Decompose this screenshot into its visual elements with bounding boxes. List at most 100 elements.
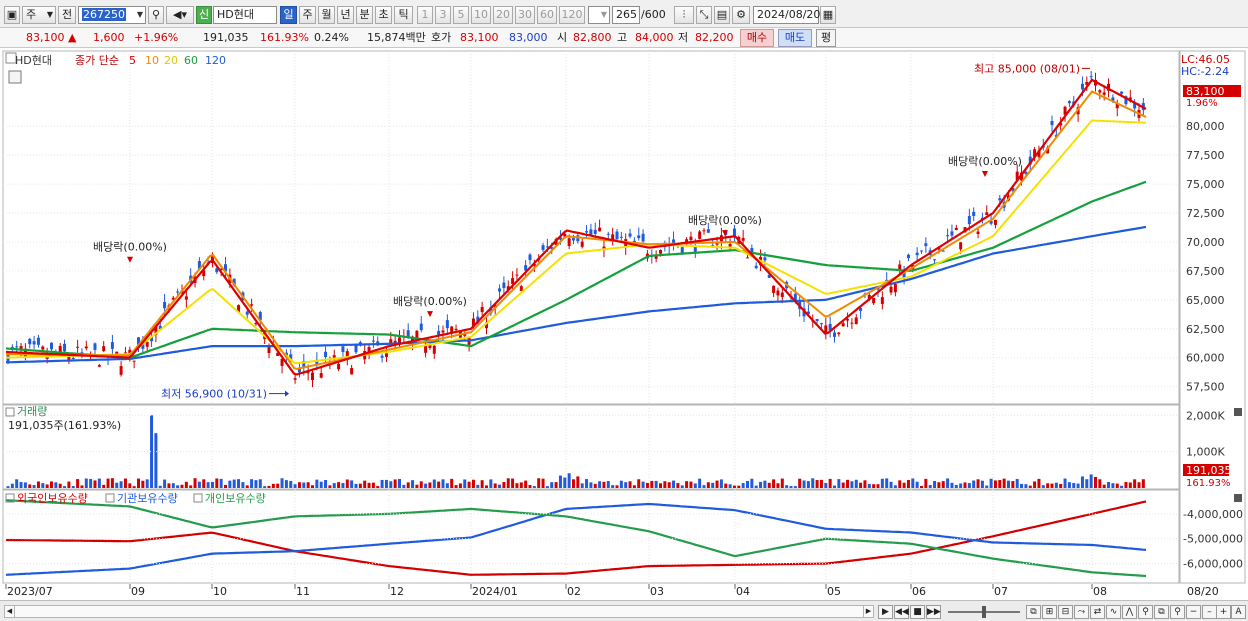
gear-icon[interactable]: ⚙ bbox=[732, 6, 750, 24]
stop-icon[interactable]: ■ bbox=[910, 605, 925, 619]
minimize-icon[interactable]: – bbox=[1202, 605, 1217, 619]
candle-body bbox=[515, 274, 519, 276]
volume-bar bbox=[915, 481, 919, 488]
candle-body bbox=[6, 355, 10, 363]
search-icon[interactable]: ⚲ bbox=[1170, 605, 1185, 619]
tab-monthly[interactable]: 월 bbox=[318, 6, 335, 24]
holding-close-icon[interactable] bbox=[1234, 494, 1242, 502]
draw-tool-icon[interactable]: ⤡ bbox=[696, 6, 712, 24]
hc-value: HC:-2.24 bbox=[1181, 65, 1229, 78]
volume-close-icon[interactable] bbox=[1234, 408, 1242, 416]
tab-daily[interactable]: 일 bbox=[280, 6, 297, 24]
minute-60[interactable]: 60 bbox=[537, 6, 557, 24]
minute-120[interactable]: 120 bbox=[559, 6, 585, 24]
chart-area[interactable]: 57,500 60,000 62,500 65,000 67,500 70,000 72,5… bbox=[0, 48, 1248, 600]
scroll-left-icon[interactable]: ◀ bbox=[5, 606, 15, 617]
search-icon[interactable]: ⚲ bbox=[148, 6, 164, 24]
holding-panel[interactable] bbox=[2, 489, 1180, 584]
volume-bar bbox=[1015, 478, 1019, 488]
low-price: 82,200 bbox=[695, 31, 734, 44]
font-size-icon[interactable]: A bbox=[1231, 605, 1246, 619]
code-input[interactable]: 267250 ▼ bbox=[78, 6, 146, 24]
annotation-label: 배당락(0.00%) bbox=[93, 241, 167, 254]
fast-forward-icon[interactable]: ▶▶ bbox=[926, 605, 941, 619]
minute-30[interactable]: 30 bbox=[515, 6, 535, 24]
window-icon[interactable]: ▣ bbox=[4, 6, 20, 24]
candle-body bbox=[950, 231, 954, 236]
bottom-toolbar: ◀ ▶ ▶ ◀◀ ■ ▶▶ ⧉ ⊞ ⊟ ⤳ ⇄ ∿ ⋀ ⚲ ⧉ ⚲ − – + … bbox=[0, 600, 1248, 621]
tab-second[interactable]: 초 bbox=[375, 6, 392, 24]
speaker-icon[interactable]: ◀▾ bbox=[166, 6, 194, 24]
candle-body bbox=[63, 343, 67, 352]
layout-icon[interactable]: ⧉ bbox=[1026, 605, 1041, 619]
volume-bar bbox=[15, 479, 19, 488]
scroll-right-icon[interactable]: ▶ bbox=[863, 606, 873, 617]
minute-3[interactable]: 3 bbox=[435, 6, 451, 24]
candle-body bbox=[998, 198, 1002, 201]
candle-body bbox=[628, 233, 632, 237]
layout-2-icon[interactable]: ⊞ bbox=[1042, 605, 1057, 619]
zoom-in-icon[interactable]: + bbox=[1216, 605, 1231, 619]
candle-body bbox=[306, 372, 310, 374]
volume-bar bbox=[872, 484, 876, 488]
volume-bar bbox=[1054, 482, 1058, 488]
code-input-value: 267250 bbox=[82, 8, 126, 21]
tab-tick[interactable]: 틱 bbox=[394, 6, 413, 24]
candle-body bbox=[611, 234, 615, 240]
layout-3-icon[interactable]: ⊟ bbox=[1058, 605, 1073, 619]
play-icon[interactable]: ▶ bbox=[878, 605, 893, 619]
candle-body bbox=[689, 236, 693, 241]
trend-icon[interactable]: ⤳ bbox=[1074, 605, 1089, 619]
xaxis-label: 2023/07 bbox=[7, 585, 53, 598]
candle-body bbox=[1033, 149, 1037, 158]
indicator-icon[interactable]: ∿ bbox=[1106, 605, 1121, 619]
tab-weekly[interactable]: 주 bbox=[299, 6, 316, 24]
grid-toggle-icon[interactable] bbox=[8, 70, 22, 84]
dividend-marker bbox=[722, 230, 728, 237]
custom-period-select[interactable]: ▼ bbox=[588, 6, 610, 24]
avg-button[interactable]: 평 bbox=[816, 29, 836, 47]
period-select[interactable]: 주 ▼ bbox=[22, 6, 56, 24]
count-input[interactable]: 265 bbox=[612, 6, 640, 24]
link-icon[interactable]: ⚲ bbox=[1138, 605, 1153, 619]
pattern-icon[interactable]: ⋀ bbox=[1122, 605, 1137, 619]
chart-type-icon[interactable]: ⫶ bbox=[674, 6, 694, 24]
minute-10[interactable]: 10 bbox=[471, 6, 491, 24]
zoom-slider[interactable] bbox=[948, 606, 1020, 618]
volume-bar bbox=[224, 484, 227, 488]
zoom-out-icon[interactable]: − bbox=[1186, 605, 1201, 619]
zoom-slider-handle[interactable] bbox=[982, 606, 986, 618]
settings-icon[interactable] bbox=[5, 52, 17, 64]
type-button[interactable]: 전 bbox=[58, 6, 76, 24]
minute-20[interactable]: 20 bbox=[493, 6, 513, 24]
sell-button[interactable]: 매도 bbox=[778, 29, 812, 47]
candle-body bbox=[754, 265, 758, 269]
candle-body bbox=[898, 264, 902, 271]
volume-bar bbox=[289, 480, 293, 488]
volume-settings-icon[interactable] bbox=[5, 407, 15, 417]
compare-icon[interactable]: ⇄ bbox=[1090, 605, 1105, 619]
calendar-icon[interactable]: ▦ bbox=[820, 6, 836, 24]
moving-average-lines bbox=[5, 78, 1147, 376]
minute-1[interactable]: 1 bbox=[417, 6, 433, 24]
candle-body bbox=[889, 286, 893, 293]
stock-name-field[interactable]: HD현대 bbox=[213, 6, 277, 24]
save-icon[interactable]: ▤ bbox=[714, 6, 730, 24]
tab-yearly[interactable]: 년 bbox=[337, 6, 354, 24]
rewind-icon[interactable]: ◀◀ bbox=[894, 605, 909, 619]
buy-button[interactable]: 매수 bbox=[740, 29, 774, 47]
date-input[interactable]: 2024/08/20 bbox=[753, 6, 820, 24]
copy-icon[interactable]: ⧉ bbox=[1154, 605, 1169, 619]
price-change-pct: +1.96% bbox=[134, 31, 179, 44]
tab-minute[interactable]: 분 bbox=[356, 6, 373, 24]
volume-panel[interactable] bbox=[2, 404, 1180, 490]
annotations: 최고 85,000 (08/01) 최저 56,900 (10/31) 배당락(0.… bbox=[93, 62, 1090, 401]
candle-body bbox=[1098, 90, 1102, 93]
volume-bar bbox=[219, 478, 223, 488]
candle-body bbox=[398, 337, 401, 345]
volume-bar bbox=[297, 482, 301, 488]
volume-bar bbox=[863, 480, 867, 488]
holding-settings-icon[interactable] bbox=[5, 493, 15, 503]
horizontal-scrollbar[interactable]: ◀ ▶ bbox=[4, 605, 874, 618]
minute-5[interactable]: 5 bbox=[453, 6, 469, 24]
